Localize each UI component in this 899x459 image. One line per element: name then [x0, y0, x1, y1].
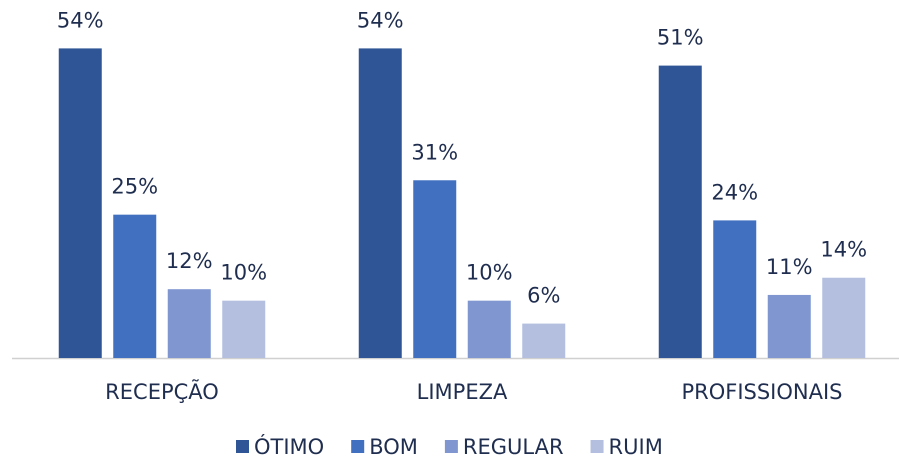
bar — [113, 214, 157, 358]
legend-label: BOM — [369, 435, 418, 459]
x-tick-label: RECEPÇÃO — [105, 378, 219, 404]
x-tick-label: LIMPEZA — [417, 380, 508, 404]
bar — [767, 294, 811, 358]
bar — [58, 48, 102, 359]
data-label: 11% — [766, 255, 813, 279]
bar — [713, 220, 757, 358]
legend-label: REGULAR — [463, 435, 564, 459]
data-label: 10% — [466, 261, 513, 285]
data-label: 24% — [711, 180, 758, 204]
data-label: 51% — [657, 26, 704, 50]
bar — [358, 48, 402, 359]
bar — [658, 65, 702, 358]
data-label: 10% — [220, 261, 267, 285]
legend-label: ÓTIMO — [254, 434, 324, 459]
data-label: 12% — [166, 249, 213, 273]
bar — [822, 277, 866, 358]
data-label: 31% — [411, 140, 458, 164]
bar — [467, 300, 511, 358]
legend-swatch — [444, 440, 458, 453]
data-label: 6% — [527, 284, 560, 308]
legend-swatch — [236, 440, 249, 453]
legend-label: RUIM — [609, 435, 663, 459]
data-label: 14% — [820, 238, 867, 262]
bar — [413, 180, 457, 358]
bar — [167, 289, 211, 358]
bar — [222, 300, 266, 358]
data-label: 25% — [111, 175, 158, 199]
data-label: 54% — [57, 8, 104, 32]
legend-swatch — [590, 440, 604, 453]
x-tick-label: PROFISSIONAIS — [681, 380, 842, 404]
data-label: 54% — [357, 8, 404, 32]
legend-swatch — [351, 440, 365, 453]
bar — [522, 323, 566, 358]
